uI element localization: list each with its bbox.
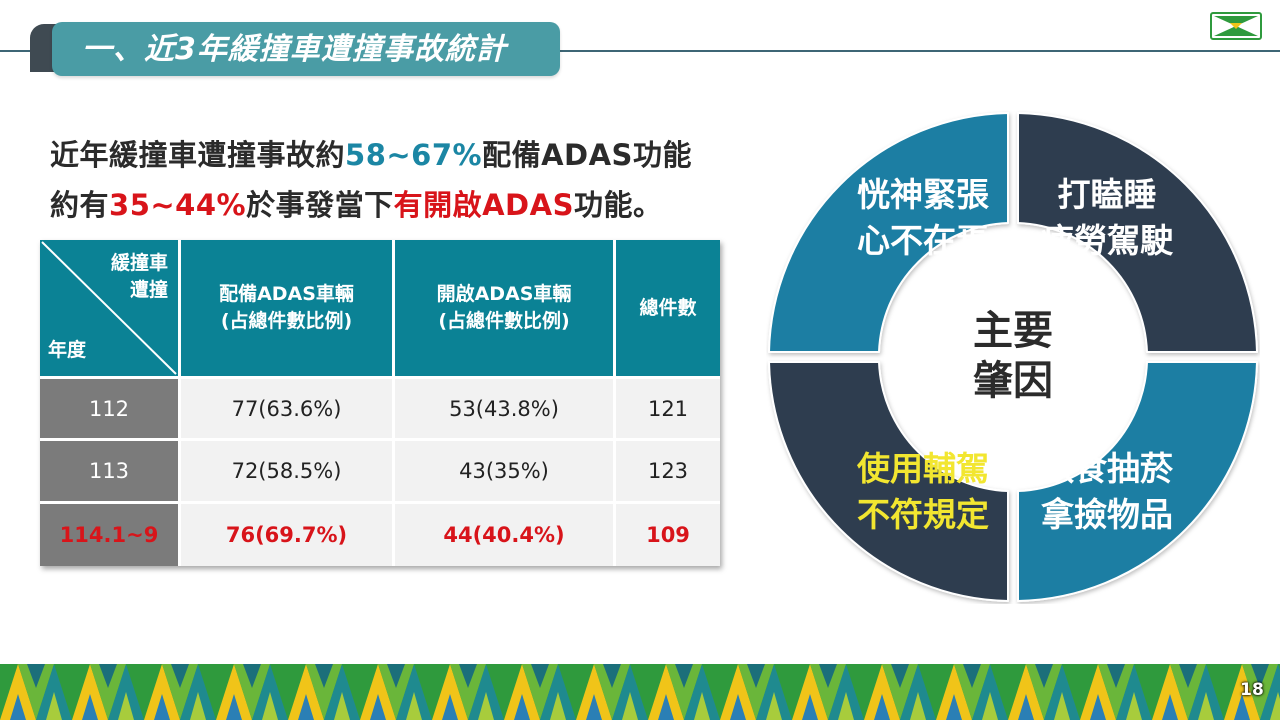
quadrant-top-left xyxy=(768,112,1009,353)
title-bar xyxy=(52,22,560,76)
header-rule xyxy=(0,50,1280,52)
corner-label-year: 年度 xyxy=(48,339,87,361)
corner-header-cell: 緩撞車 遭撞 年度 xyxy=(40,240,178,376)
headline-line-1: 近年緩撞車遭撞事故約58~67%配備ADAS功能 xyxy=(50,138,692,172)
corner-label-hit: 遭撞 xyxy=(129,279,168,301)
cause-distraction: 恍神緊張 心不在焉 xyxy=(857,175,989,260)
table-cell-equipped: 77(63.6%) xyxy=(181,379,392,438)
cause-eating-smoking: 飲食抽菸 拿撿物品 xyxy=(1041,449,1173,534)
column-header-total: 總件數 xyxy=(616,240,720,376)
table-cell-total-highlight: 109 xyxy=(616,504,720,566)
table-row-year-highlight: 114.1~9 xyxy=(40,504,178,566)
table-cell-enabled-highlight: 44(40.4%) xyxy=(395,504,613,566)
column-header-equipped: 配備ADAS車輛 (占總件數比例) xyxy=(181,240,392,376)
column-header-enabled: 開啟ADAS車輛 (占總件數比例) xyxy=(395,240,613,376)
logo-icon xyxy=(1210,12,1262,40)
footer-pattern xyxy=(0,664,1280,720)
center-label: 主要 肇因 xyxy=(973,308,1053,404)
quadrant-bottom-left xyxy=(768,361,1009,602)
table-cell-equipped-highlight: 76(69.7%) xyxy=(181,504,392,566)
headline-line-2: 約有35~44%於事發當下有開啟ADAS功能。 xyxy=(50,188,663,222)
cause-fatigue: 打瞌睡 疲勞駕駛 xyxy=(1041,175,1173,260)
table-cell-enabled: 53(43.8%) xyxy=(395,379,613,438)
table-cell-total: 123 xyxy=(616,441,720,501)
slide-title: 一、近3年緩撞車遭撞事故統計 xyxy=(82,32,507,67)
quadrant-top-right xyxy=(1017,112,1258,353)
table-row-year: 113 xyxy=(40,441,178,501)
cause-assist-misuse: 使用輔駕 不符規定 xyxy=(857,449,989,534)
table-cell-total: 121 xyxy=(616,379,720,438)
table-cell-equipped: 72(58.5%) xyxy=(181,441,392,501)
page-number: 18 xyxy=(1240,680,1264,700)
table-row-year: 112 xyxy=(40,379,178,438)
quadrant-bottom-right xyxy=(1017,361,1258,602)
cause-diagram: 恍神緊張 心不在焉 打瞌睡 疲勞駕駛 使用輔駕 不符規定 飲食抽菸 拿撿物品 主… xyxy=(766,110,1260,604)
enabled-range: 35~44% xyxy=(109,188,247,222)
equipped-range: 58~67% xyxy=(345,138,483,172)
statistics-table: 緩撞車 遭撞 年度 配備ADAS車輛 (占總件數比例) 開啟ADAS車輛 (占總… xyxy=(40,240,720,566)
quadrant-ring xyxy=(768,112,1258,602)
corner-label-vehicle: 緩撞車 xyxy=(110,252,168,274)
table-cell-enabled: 43(35%) xyxy=(395,441,613,501)
